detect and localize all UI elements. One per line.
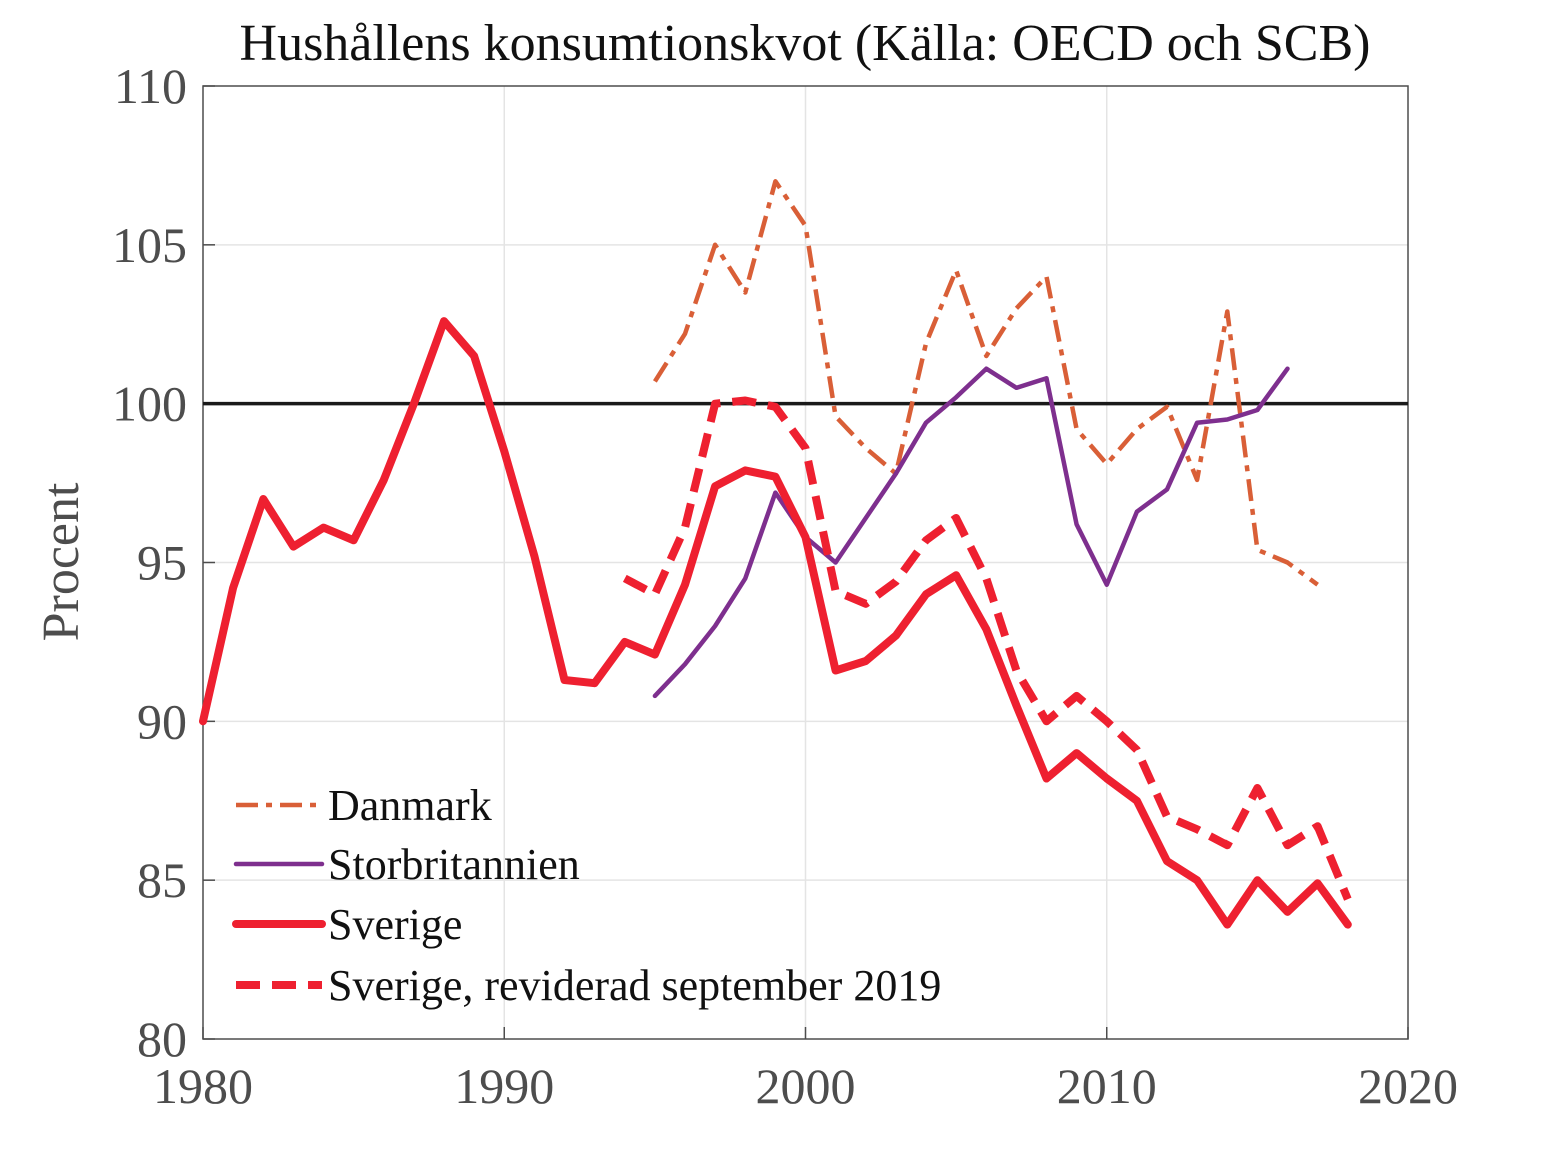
y-axis-label: Procent <box>33 482 90 641</box>
y-axis: 80 85 90 95 100 105 110 <box>112 58 215 1067</box>
chart-title: Hushållens konsumtionskvot (Källa: OECD … <box>240 15 1371 72</box>
grid <box>203 86 1408 1039</box>
legend-label-2: Sverige <box>328 900 462 949</box>
legend: Danmark Storbritannien Sverige Sverige, rev… <box>232 781 941 1010</box>
y-tick-label: 110 <box>114 58 187 114</box>
series-line-3 <box>622 396 1352 901</box>
legend-label-1: Storbritannien <box>328 840 580 889</box>
y-tick-label: 80 <box>137 1011 187 1067</box>
y-tick-label: 95 <box>137 535 187 591</box>
x-tick-label: 2000 <box>756 1058 856 1114</box>
y-tick-label: 100 <box>112 376 187 432</box>
legend-label-0: Danmark <box>328 781 492 830</box>
series-layer <box>199 179 1352 929</box>
legend-label-3: Sverige, reviderad september 2019 <box>328 961 941 1010</box>
x-axis: 1980 1990 2000 2010 2020 <box>153 1027 1458 1114</box>
y-tick-label: 90 <box>137 693 187 749</box>
y-tick-label: 105 <box>112 217 187 273</box>
series-line-2 <box>199 317 1352 929</box>
x-tick-label: 2010 <box>1057 1058 1157 1114</box>
x-tick-label: 1990 <box>454 1058 554 1114</box>
y-tick-label: 85 <box>137 852 187 908</box>
series-line-1 <box>652 366 1290 699</box>
x-tick-label: 1980 <box>153 1058 253 1114</box>
x-tick-label: 2020 <box>1358 1058 1458 1114</box>
series-line-0 <box>652 179 1319 587</box>
